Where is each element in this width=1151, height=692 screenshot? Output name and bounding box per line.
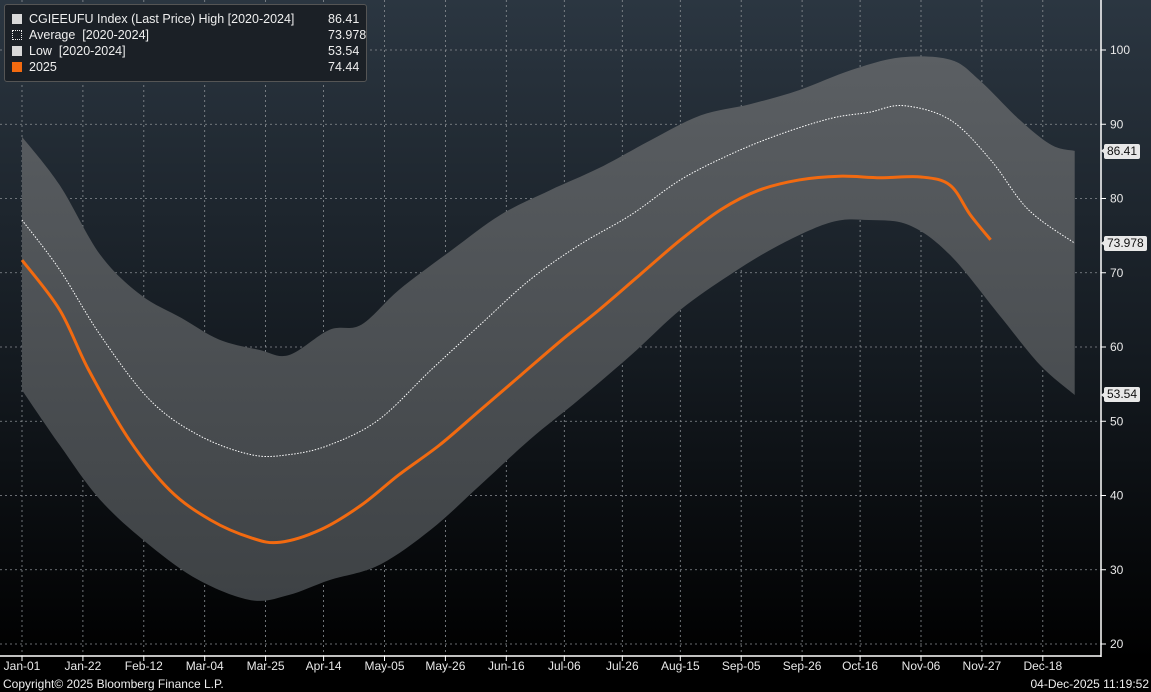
legend-item-low: Low [2020-2024] 53.54 <box>12 43 362 59</box>
last-value-average: 73.978 <box>1104 236 1147 251</box>
x-tick-label: Jun-16 <box>488 659 525 673</box>
x-tick-label: Nov-27 <box>963 659 1002 673</box>
legend-label: CGIEEUFU Index (Last Price) High [2020-2… <box>29 12 295 26</box>
y-tick-label: 60 <box>1110 340 1124 354</box>
legend-label: Low [2020-2024] <box>29 44 126 58</box>
y-tick-label: 80 <box>1110 192 1124 206</box>
x-tick-label: Jul-26 <box>606 659 639 673</box>
y-tick-label: 100 <box>1110 43 1130 57</box>
legend-value: 53.54 <box>328 44 360 58</box>
legend-swatch <box>12 46 22 56</box>
legend-value: 86.41 <box>328 12 360 26</box>
y-tick-label: 90 <box>1110 117 1124 131</box>
y-tick-label: 30 <box>1110 563 1124 577</box>
last-value-high: 86.41 <box>1104 144 1141 159</box>
legend-item-2025: 2025 74.44 <box>12 59 362 75</box>
line-2025 <box>20 174 992 545</box>
legend-swatch <box>12 62 22 72</box>
high-low-band <box>22 56 1075 601</box>
x-tick-label: Oct-16 <box>842 659 878 673</box>
y-tick-label: 20 <box>1110 637 1124 651</box>
legend-label: Average [2020-2024] <box>29 28 150 42</box>
x-tick-label: Aug-15 <box>661 659 700 673</box>
legend-label: 2025 <box>29 60 57 74</box>
x-tick-label: Dec-18 <box>1023 659 1062 673</box>
legend-swatch <box>12 30 22 40</box>
last-value-low: 53.54 <box>1104 387 1141 402</box>
x-tick-label: Mar-25 <box>247 659 285 673</box>
x-tick-label: Apr-14 <box>306 659 342 673</box>
x-tick-label: Sep-26 <box>783 659 822 673</box>
y-tick-label: 50 <box>1110 414 1124 428</box>
x-tick-label: Sep-05 <box>722 659 761 673</box>
y-tick-label: 70 <box>1110 266 1124 280</box>
x-tick-label: Mar-04 <box>186 659 224 673</box>
x-tick-label: Jan-01 <box>4 659 41 673</box>
legend: CGIEEUFU Index (Last Price) High [2020-2… <box>4 4 367 82</box>
x-tick-label: May-05 <box>364 659 404 673</box>
legend-item-average: Average [2020-2024] 73.978 <box>12 27 366 43</box>
x-tick-label: Feb-12 <box>125 659 163 673</box>
x-tick-label: Jan-22 <box>65 659 102 673</box>
x-tick-label: May-26 <box>425 659 465 673</box>
x-tick-label: Jul-06 <box>548 659 581 673</box>
y-tick-label: 40 <box>1110 489 1124 503</box>
x-tick-label: Nov-06 <box>902 659 941 673</box>
ticks: 20 30 40 50 60 70 80 90 100 Jan-01 Jan-22 Feb-12 Mar… <box>4 43 1131 673</box>
legend-item-high: CGIEEUFU Index (Last Price) High [2020-2… <box>12 11 362 27</box>
marks <box>20 56 1075 601</box>
copyright: Copyright© 2025 Bloomberg Finance L.P. <box>3 677 224 691</box>
legend-value: 73.978 <box>328 28 367 42</box>
timestamp: 04-Dec-2025 11:19:52 <box>1030 677 1149 691</box>
legend-value: 74.44 <box>328 60 360 74</box>
legend-swatch <box>12 14 22 24</box>
